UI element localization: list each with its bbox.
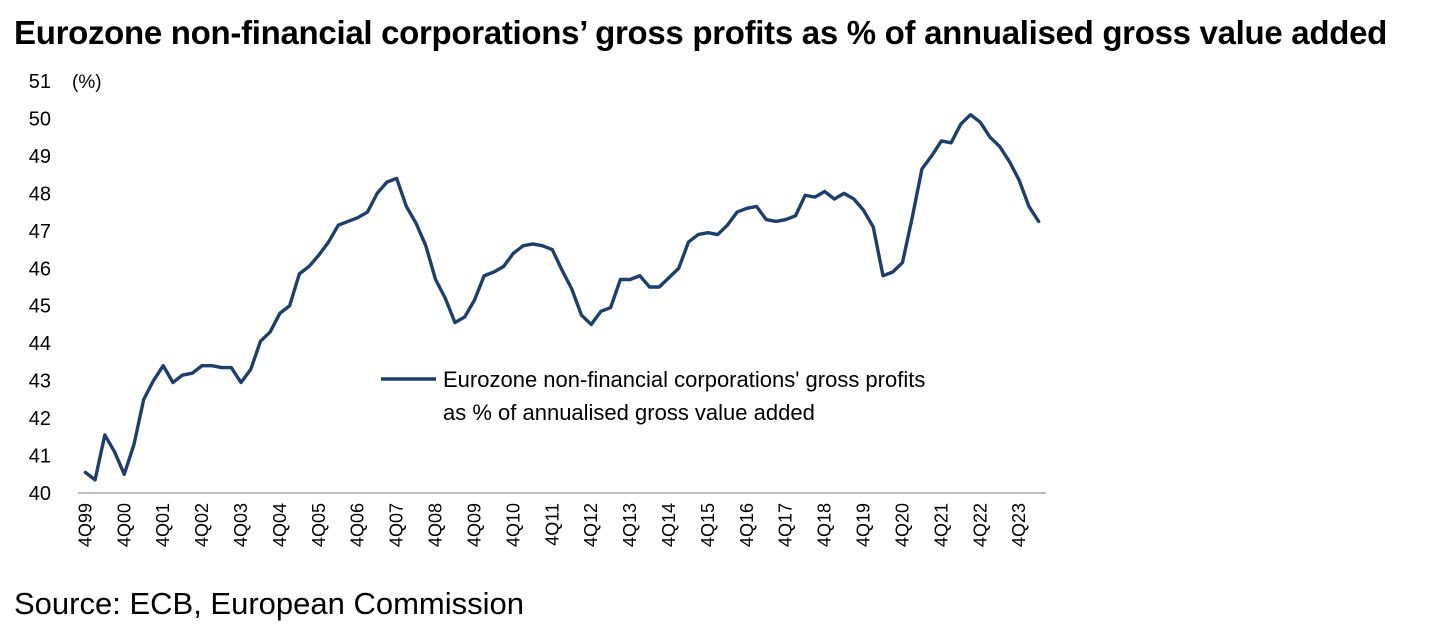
y-tick-label: 43 xyxy=(29,371,51,393)
y-tick-label: 40 xyxy=(29,483,51,505)
x-tick-label: 4Q18 xyxy=(815,503,835,547)
y-tick-label: 46 xyxy=(29,258,51,280)
x-tick-label: 4Q21 xyxy=(931,503,951,547)
x-tick-label: 4Q02 xyxy=(192,503,212,547)
legend: Eurozone non-financial corporations' gro… xyxy=(381,367,925,425)
x-tick-label: 4Q01 xyxy=(153,503,173,547)
x-tick-label: 4Q13 xyxy=(620,503,640,547)
y-axis-ticks: 40 41 42 43 44 45 46 47 48 49 50 51 xyxy=(29,71,51,505)
x-tick-label: 4Q17 xyxy=(776,503,796,547)
x-tick-label: 4Q22 xyxy=(970,503,990,547)
x-tick-label: 4Q23 xyxy=(1009,503,1029,547)
y-tick-label: 50 xyxy=(29,108,51,130)
x-tick-label: 4Q04 xyxy=(270,503,290,547)
y-axis-unit-label: (%) xyxy=(72,72,102,93)
x-tick-label: 4Q20 xyxy=(892,503,912,547)
x-tick-label: 4Q03 xyxy=(231,503,251,547)
y-tick-label: 41 xyxy=(29,446,51,468)
y-tick-label: 47 xyxy=(29,221,51,243)
x-tick-label: 4Q15 xyxy=(698,503,718,547)
x-tick-label: 4Q05 xyxy=(309,503,329,547)
y-tick-label: 48 xyxy=(29,183,51,205)
series-line xyxy=(83,113,1041,482)
legend-label-line-2: as % of annualised gross value added xyxy=(443,400,815,425)
x-tick-label: 4Q16 xyxy=(737,503,757,547)
x-tick-label: 4Q11 xyxy=(542,503,562,546)
x-tick-label: 4Q12 xyxy=(581,503,601,547)
chart-title: Eurozone non-financial corporations’ gro… xyxy=(14,14,1387,51)
x-tick-label: 4Q19 xyxy=(854,503,874,547)
x-tick-label: 4Q09 xyxy=(464,503,484,547)
x-axis-ticks: 4Q99 4Q00 4Q01 4Q02 4Q03 4Q04 4Q05 4Q06 4Q07 4Q08… xyxy=(75,503,1029,547)
x-tick-label: 4Q14 xyxy=(659,503,679,547)
y-tick-label: 42 xyxy=(29,408,51,430)
x-tick-label: 4Q10 xyxy=(503,503,523,547)
x-tick-label: 4Q00 xyxy=(114,503,134,547)
x-tick-label: 4Q99 xyxy=(75,503,95,547)
legend-label-line-1: Eurozone non-financial corporations' gro… xyxy=(443,367,925,392)
x-tick-label: 4Q07 xyxy=(387,503,407,547)
y-tick-label: 51 xyxy=(29,71,51,93)
x-tick-label: 4Q06 xyxy=(348,503,368,547)
y-tick-label: 49 xyxy=(29,146,51,168)
y-tick-label: 45 xyxy=(29,296,51,318)
x-tick-label: 4Q08 xyxy=(426,503,446,547)
y-tick-label: 44 xyxy=(29,333,51,355)
source-note: Source: ECB, European Commission xyxy=(14,586,525,621)
